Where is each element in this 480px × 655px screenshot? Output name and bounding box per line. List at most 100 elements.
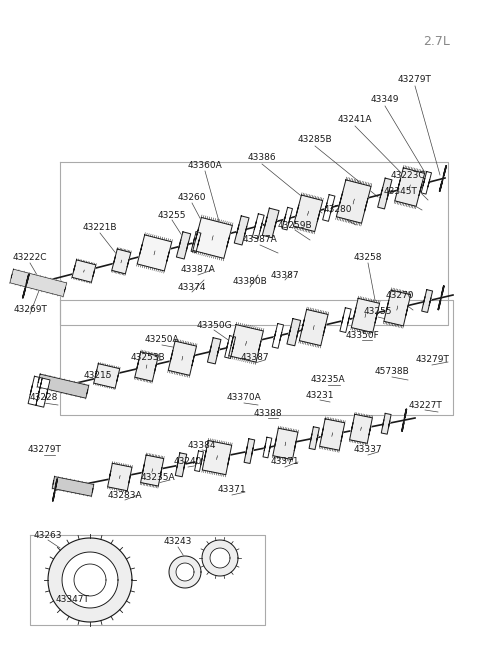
Text: 43255: 43255	[158, 210, 186, 219]
Polygon shape	[129, 475, 131, 483]
Polygon shape	[135, 352, 158, 381]
Polygon shape	[38, 378, 39, 383]
Polygon shape	[316, 435, 318, 443]
Polygon shape	[293, 195, 323, 232]
Polygon shape	[196, 457, 197, 464]
Polygon shape	[406, 305, 408, 316]
Polygon shape	[179, 240, 181, 249]
Text: 43374: 43374	[178, 284, 206, 293]
Text: 43279T: 43279T	[27, 445, 61, 455]
Polygon shape	[274, 331, 276, 339]
Text: 43258: 43258	[354, 253, 382, 263]
Polygon shape	[11, 274, 12, 278]
Polygon shape	[234, 216, 249, 245]
Polygon shape	[48, 538, 132, 622]
Polygon shape	[210, 548, 230, 568]
Polygon shape	[395, 168, 425, 206]
Polygon shape	[227, 236, 229, 248]
Text: 43235A: 43235A	[311, 375, 345, 384]
Polygon shape	[375, 313, 377, 323]
Polygon shape	[269, 445, 271, 451]
Text: 43269T: 43269T	[13, 305, 47, 314]
Polygon shape	[112, 249, 131, 274]
Polygon shape	[419, 184, 422, 196]
Polygon shape	[127, 259, 129, 267]
Text: 43241A: 43241A	[338, 115, 372, 124]
Polygon shape	[229, 325, 264, 362]
Polygon shape	[74, 564, 106, 596]
Text: 43231: 43231	[306, 390, 334, 400]
Text: 43337: 43337	[354, 445, 382, 455]
Polygon shape	[186, 242, 189, 251]
Polygon shape	[140, 244, 142, 255]
Text: 43222C: 43222C	[13, 253, 47, 263]
Polygon shape	[369, 426, 371, 435]
Text: 43260: 43260	[178, 193, 206, 202]
Polygon shape	[202, 441, 232, 475]
Text: 43350G: 43350G	[196, 320, 232, 329]
Polygon shape	[341, 432, 343, 441]
Polygon shape	[282, 208, 292, 230]
Polygon shape	[351, 298, 380, 333]
Polygon shape	[170, 350, 173, 361]
Polygon shape	[204, 450, 206, 460]
Polygon shape	[175, 453, 187, 477]
Polygon shape	[275, 437, 276, 447]
Polygon shape	[137, 360, 139, 369]
Text: 43387: 43387	[240, 354, 269, 362]
Text: 43263: 43263	[34, 531, 62, 540]
Polygon shape	[348, 317, 349, 325]
Polygon shape	[231, 335, 234, 346]
Polygon shape	[143, 464, 144, 474]
Polygon shape	[287, 318, 300, 346]
Polygon shape	[108, 463, 132, 491]
Polygon shape	[323, 325, 326, 335]
Polygon shape	[209, 346, 211, 354]
Text: 43243: 43243	[164, 538, 192, 546]
Polygon shape	[232, 344, 234, 352]
Text: 43384: 43384	[188, 441, 216, 449]
Polygon shape	[349, 414, 372, 443]
Polygon shape	[260, 223, 262, 231]
Polygon shape	[167, 252, 169, 261]
Polygon shape	[117, 375, 118, 382]
Polygon shape	[92, 488, 93, 493]
Polygon shape	[320, 419, 345, 450]
Polygon shape	[202, 540, 238, 576]
Polygon shape	[380, 187, 383, 198]
Text: 43279T: 43279T	[398, 75, 432, 84]
Polygon shape	[264, 443, 265, 451]
Polygon shape	[340, 308, 351, 333]
Polygon shape	[64, 288, 66, 292]
Polygon shape	[354, 308, 356, 318]
Polygon shape	[300, 309, 328, 346]
Polygon shape	[294, 441, 296, 451]
Text: 43388: 43388	[254, 409, 282, 417]
Polygon shape	[388, 421, 390, 428]
Polygon shape	[387, 189, 390, 200]
Text: 43270: 43270	[386, 291, 414, 299]
Text: 43250A: 43250A	[144, 335, 180, 345]
Polygon shape	[428, 179, 430, 187]
Polygon shape	[246, 447, 247, 455]
Polygon shape	[296, 205, 299, 216]
Polygon shape	[141, 455, 164, 486]
Polygon shape	[254, 221, 256, 229]
Text: 43387A: 43387A	[180, 265, 216, 274]
Text: 43255: 43255	[364, 307, 392, 316]
Polygon shape	[114, 256, 116, 263]
Text: 45738B: 45738B	[374, 367, 409, 377]
Polygon shape	[302, 320, 304, 331]
Text: 43380B: 43380B	[233, 278, 267, 286]
Text: 43283A: 43283A	[108, 491, 142, 500]
Polygon shape	[93, 271, 95, 276]
Polygon shape	[72, 260, 96, 282]
Text: 43228: 43228	[30, 394, 58, 403]
Text: 43227T: 43227T	[408, 400, 442, 409]
Text: 43221B: 43221B	[83, 223, 117, 233]
Text: 43371: 43371	[218, 485, 246, 495]
Polygon shape	[194, 451, 204, 472]
Polygon shape	[378, 178, 392, 209]
Polygon shape	[228, 455, 230, 465]
Polygon shape	[217, 347, 219, 356]
